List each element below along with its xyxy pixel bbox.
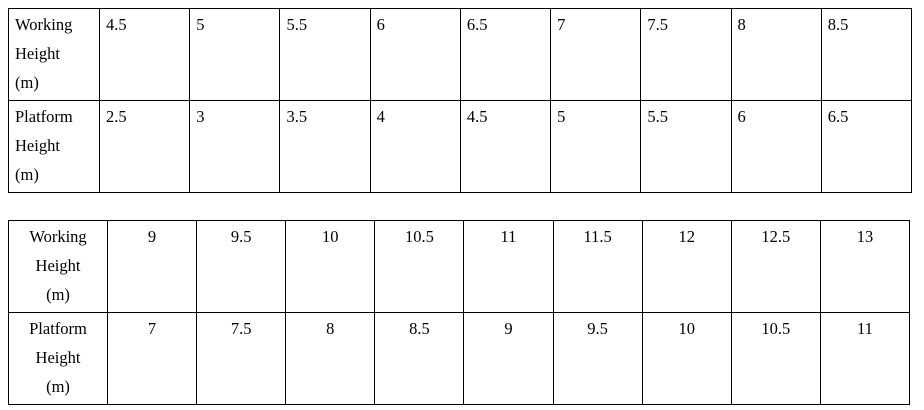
value-cell: 3.5 <box>279 100 371 193</box>
value-cell: 7.5 <box>196 312 287 405</box>
value-cell: 9.5 <box>552 312 643 405</box>
value-cell: 2.5 <box>98 100 191 193</box>
value-cell: 11.5 <box>552 220 643 313</box>
platform-height-row: Platform Height (m) 7 7.5 8 8.5 9 9.5 10… <box>8 312 911 405</box>
value-cell: 5.5 <box>640 100 732 193</box>
working-platform-height-table-1: Working Height (m) 4.5 5 5.5 6 6.5 7 7.5… <box>8 8 913 193</box>
value-cell: 4 <box>369 100 461 193</box>
value-cell: 10 <box>641 312 732 405</box>
row-header-cell: Platform Height (m) <box>8 312 108 405</box>
value-cell: 8 <box>285 312 376 405</box>
value-cell: 4.5 <box>98 8 191 101</box>
platform-height-row: Platform Height (m) 2.5 3 3.5 4 4.5 5 5.… <box>8 100 913 193</box>
working-height-row: Working Height (m) 4.5 5 5.5 6 6.5 7 7.5… <box>8 8 913 101</box>
row-header-cell: Platform Height (m) <box>8 100 100 193</box>
value-cell: 5 <box>189 8 281 101</box>
value-cell: 5.5 <box>279 8 371 101</box>
row-header-cell: Working Height (m) <box>8 220 108 313</box>
value-cell: 8.5 <box>374 312 465 405</box>
value-cell: 12 <box>641 220 732 313</box>
value-cell: 9.5 <box>196 220 287 313</box>
value-cell: 10 <box>285 220 376 313</box>
value-cell: 10.5 <box>374 220 465 313</box>
value-cell: 11 <box>819 312 911 405</box>
working-platform-height-table-2: Working Height (m) 9 9.5 10 10.5 11 11.5… <box>8 220 911 405</box>
value-cell: 3 <box>189 100 281 193</box>
value-cell: 9 <box>106 220 198 313</box>
value-cell: 6 <box>730 100 822 193</box>
value-cell: 6 <box>369 8 461 101</box>
value-cell: 7 <box>106 312 198 405</box>
value-cell: 7 <box>550 8 642 101</box>
row-header-cell: Working Height (m) <box>8 8 100 101</box>
value-cell: 11 <box>463 220 554 313</box>
value-cell: 12.5 <box>730 220 821 313</box>
value-cell: 6.5 <box>820 100 913 193</box>
value-cell: 13 <box>819 220 911 313</box>
value-cell: 10.5 <box>730 312 821 405</box>
value-cell: 8.5 <box>820 8 913 101</box>
working-height-row: Working Height (m) 9 9.5 10 10.5 11 11.5… <box>8 220 911 313</box>
value-cell: 5 <box>550 100 642 193</box>
value-cell: 6.5 <box>459 8 552 101</box>
value-cell: 4.5 <box>459 100 552 193</box>
value-cell: 8 <box>730 8 822 101</box>
value-cell: 7.5 <box>640 8 732 101</box>
value-cell: 9 <box>463 312 554 405</box>
